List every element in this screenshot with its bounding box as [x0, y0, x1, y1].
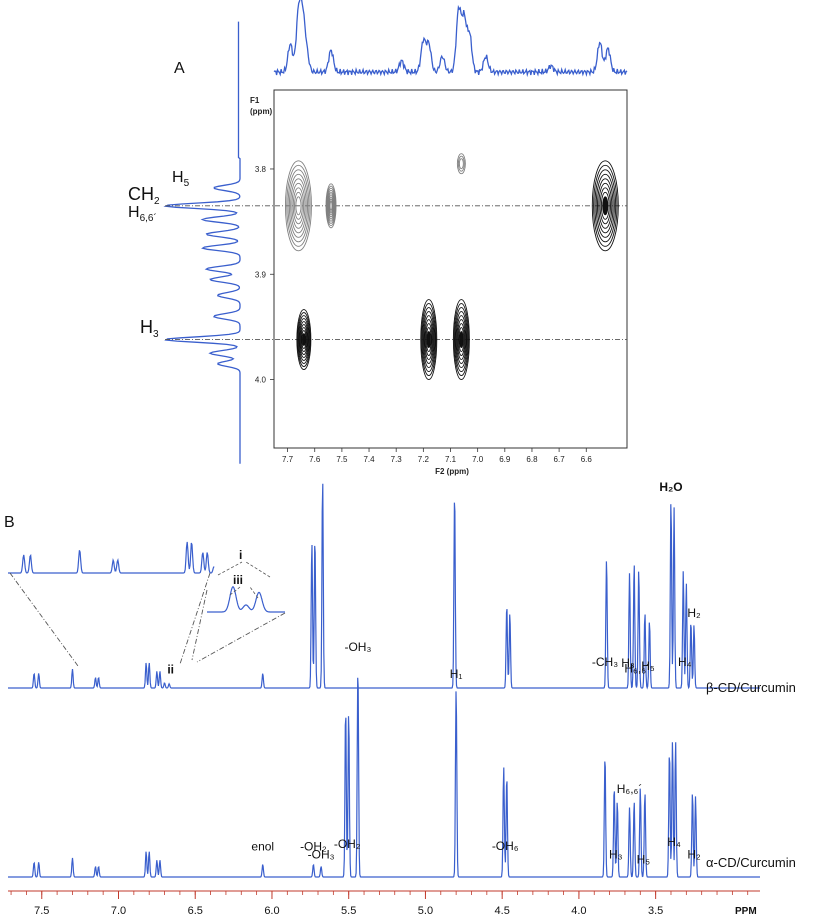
f2-tick-label: 7.5: [336, 455, 348, 464]
proj-label-ch2: CH2: [128, 184, 160, 207]
beta-annotation: -CH₃: [592, 655, 618, 669]
beta-annotation: H₄: [678, 655, 692, 669]
alpha-annotation: enol: [251, 839, 274, 853]
alpha-annotation: -OH₂: [334, 837, 361, 851]
cross-peak: [420, 299, 438, 380]
proj-label-h3: H3: [140, 317, 159, 340]
f2-projection: [273, 0, 628, 78]
alpha-annotation: -OH₃: [308, 847, 335, 861]
proj-label-h66: H6,6´: [128, 204, 157, 224]
series-label-beta: β-CD/Curcumin: [706, 680, 796, 695]
ppm-tick-label: 5.0: [418, 905, 433, 917]
alpha-annotation: H₆,₆´: [617, 782, 643, 796]
alpha-annotation: H₃: [609, 848, 623, 862]
beta-annotation: H₃: [621, 656, 635, 670]
cross-peak: [284, 160, 312, 252]
cross-peak: [296, 309, 312, 370]
plot-frame: [273, 89, 628, 449]
f2-tick-label: 7.4: [363, 455, 375, 464]
panel-b-label: B: [4, 514, 15, 531]
beta-annotation: H₂O: [659, 480, 682, 494]
alpha-annotation: H₁: [450, 667, 463, 681]
ppm-tick-label: 3.5: [648, 905, 663, 917]
alpha-annotation: -OH₆: [492, 839, 519, 853]
beta-annotation: ii: [167, 663, 174, 677]
ppm-tick-label: 6.0: [264, 905, 279, 917]
f2-tick-label: 7.0: [472, 455, 484, 464]
f2-axis-label: F2 (ppm): [435, 467, 469, 476]
alpha-annotation: H₄: [667, 835, 681, 849]
series-label-alpha: α-CD/Curcumin: [706, 855, 796, 870]
ppm-tick-label: 7.5: [34, 905, 49, 917]
f2-tick-label: 6.8: [526, 455, 538, 464]
ppm-axis: 7.5 7.0 6.5 6.0 5.5 5.0 4.5 4.0 3.5 PPM: [8, 890, 760, 917]
ppm-tick-label: 4.5: [495, 905, 510, 917]
inset-aromatic: [8, 541, 215, 667]
f2-tick-label: 7.3: [391, 455, 403, 464]
f2-tick-label: 6.9: [499, 455, 511, 464]
inset-guide-left: [9, 572, 79, 667]
inset-marker-iii: iii: [233, 573, 243, 587]
f2-tick-label: 6.6: [581, 455, 593, 464]
ppm-tick-label: 6.5: [188, 905, 203, 917]
cross-peak: [591, 160, 619, 252]
inset-marker-i: i: [239, 548, 242, 562]
cross-peak: [325, 183, 337, 229]
spectrum-beta: β-CD/Curcumin H₂O -CH₃ H₆,₆´H₃ H₄ H₅ H₂ ii: [8, 480, 796, 695]
beta-annotation: H₅: [641, 659, 655, 673]
f1-projection: H5 CH2 H6,6´ H3: [128, 21, 241, 464]
f1-axis-label-line2: (ppm): [250, 107, 273, 116]
ppm-tick-label: 7.0: [111, 905, 126, 917]
beta-annotation: H₂: [687, 606, 701, 620]
f2-tick-label: 7.2: [418, 455, 430, 464]
alpha-annotation: -OH₂: [300, 839, 327, 853]
cross-peak: [452, 299, 470, 380]
ppm-tick-label: 5.5: [341, 905, 356, 917]
ppm-tick-label: 4.0: [571, 905, 586, 917]
inset-small-peaks: i iii: [191, 548, 286, 663]
alpha-annotation: -OH₃: [344, 640, 371, 654]
f1-tick-label: 3.9: [255, 270, 267, 279]
panel-a-label: A: [174, 60, 185, 77]
f1-axis-label-line1: F1: [250, 96, 260, 105]
alpha-annotation: H₅: [637, 853, 651, 867]
f2-tick-label: 7.6: [309, 455, 321, 464]
proj-label-h5: H5: [172, 169, 190, 189]
f1-tick-label: 4.0: [255, 376, 267, 385]
f2-tick-label: 7.7: [282, 455, 294, 464]
f1-tick-label: 3.8: [255, 165, 267, 174]
f2-tick-label: 7.1: [445, 455, 457, 464]
cross-peak: [456, 153, 466, 175]
roesy-plot: 7.7 7.6 7.5 7.4 7.3 7.2 7.1 7.0 6.9 6.8 6.7 6.6 3.8…: [165, 89, 628, 476]
inset-guide-right: [179, 572, 211, 665]
f2-tick-label: 6.7: [554, 455, 566, 464]
beta-annotation: H₆,₆´: [624, 662, 650, 676]
alpha-annotation: H₂: [687, 848, 701, 862]
ppm-axis-label: PPM: [735, 906, 757, 917]
